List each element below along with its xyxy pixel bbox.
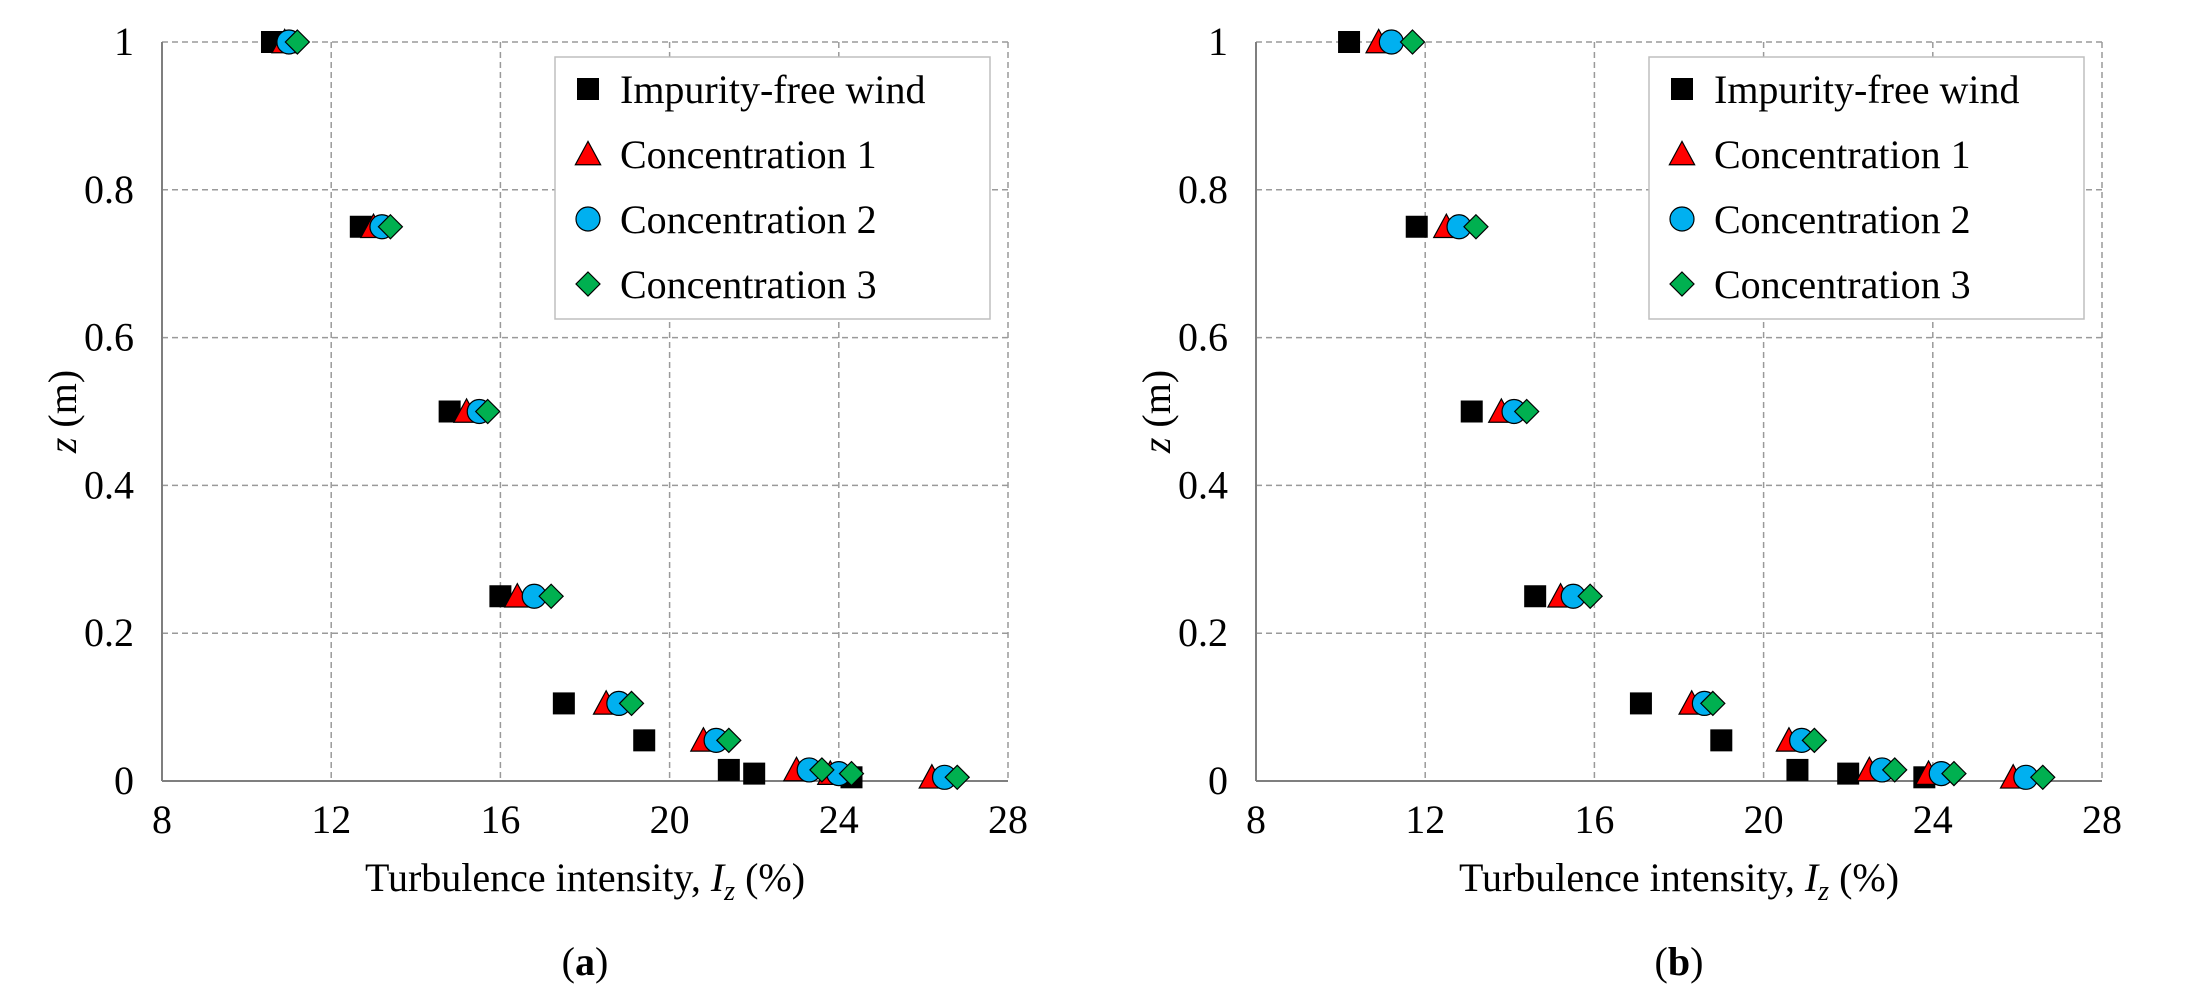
legend-marker — [1671, 78, 1693, 100]
data-point — [1710, 729, 1733, 752]
y-tick-label: 1 — [1208, 19, 1228, 64]
y-tick-label: 1 — [114, 19, 134, 64]
data-point — [1405, 215, 1428, 238]
x-tick-label: 16 — [480, 797, 520, 842]
legend-marker — [575, 271, 601, 297]
data-point — [838, 760, 865, 787]
y-tick-label: 0 — [1208, 758, 1228, 803]
legend-label: Impurity-free wind — [1714, 67, 2019, 112]
data-point — [284, 29, 311, 55]
y-tick-label: 0.6 — [84, 315, 134, 360]
legend-box — [1648, 56, 2085, 320]
legend-label: Concentration 3 — [620, 262, 877, 307]
legend-marker — [575, 206, 601, 232]
series-concentration-3 — [1399, 29, 2056, 791]
legend-marker — [1669, 206, 1695, 232]
x-tick-label: 12 — [311, 797, 351, 842]
data-point — [538, 583, 565, 610]
panel-label: (b) — [1655, 939, 1704, 984]
data-point — [1837, 762, 1860, 785]
data-point — [1881, 757, 1908, 783]
y-tick-label: 0.8 — [84, 167, 134, 212]
y-axis-title: z (m) — [1134, 370, 1179, 454]
data-point — [1399, 29, 1426, 55]
legend-marker — [577, 78, 599, 100]
x-tick-label: 8 — [1246, 797, 1266, 842]
data-point — [1699, 690, 1726, 717]
x-tick-label: 24 — [819, 797, 859, 842]
data-point — [552, 692, 575, 715]
legend: Impurity-free wind Concentration 1 Concent… — [554, 56, 991, 320]
data-point — [1460, 400, 1483, 423]
data-point — [1513, 398, 1540, 425]
legend-label: Concentration 2 — [1714, 197, 1971, 242]
legend-marker — [574, 140, 602, 166]
series-concentration-3 — [284, 29, 971, 791]
data-point — [1463, 213, 1489, 240]
data-point — [1941, 760, 1967, 787]
data-point — [1524, 585, 1547, 608]
data-point — [944, 764, 971, 791]
legend-box — [554, 56, 991, 320]
data-point — [377, 213, 404, 240]
y-tick-label: 0.2 — [1178, 610, 1228, 655]
data-point — [1577, 583, 1604, 610]
legend-label: Concentration 2 — [620, 197, 877, 242]
x-axis-title: Turbulence intensity, Iz (%) — [1459, 855, 1899, 907]
data-point — [743, 762, 766, 785]
x-tick-label: 8 — [152, 797, 172, 842]
y-axis-title: z (m) — [40, 370, 85, 454]
data-point — [618, 690, 645, 717]
data-point — [489, 585, 512, 608]
x-tick-label: 12 — [1405, 797, 1445, 842]
x-tick-label: 28 — [988, 797, 1028, 842]
data-point — [2029, 764, 2056, 791]
data-point — [474, 398, 501, 425]
chart-panel-a: 8 12 16 20 24 28 0 0.2 0.4 0.6 0.8 1 Turbulence inte… — [40, 19, 1028, 984]
y-tick-label: 0.4 — [84, 462, 134, 507]
legend-marker — [1668, 140, 1696, 166]
data-point — [1629, 692, 1652, 715]
data-point — [717, 758, 740, 781]
data-point — [809, 757, 835, 783]
data-point — [1338, 31, 1361, 53]
y-tick-label: 0.8 — [1178, 167, 1228, 212]
y-tick-label: 0.4 — [1178, 462, 1228, 507]
y-tick-label: 0.2 — [84, 610, 134, 655]
legend-label: Concentration 3 — [1714, 262, 1971, 307]
legend: Impurity-free wind Concentration 1 Concent… — [1648, 56, 2085, 320]
panel-label: (a) — [562, 939, 609, 984]
legend-marker — [1669, 271, 1695, 297]
x-tick-label: 16 — [1574, 797, 1614, 842]
x-tick-label: 28 — [2082, 797, 2122, 842]
data-point — [633, 729, 656, 752]
legend-label: Concentration 1 — [620, 132, 877, 177]
data-point — [438, 400, 461, 423]
data-point — [1801, 727, 1828, 754]
legend-label: Impurity-free wind — [620, 67, 925, 112]
y-tick-label: 0.6 — [1178, 315, 1228, 360]
chart-panel-b: 8 12 16 20 24 28 0 0.2 0.4 0.6 0.8 1 Turbulence inte… — [1134, 19, 2122, 984]
series-impurity-free-wind — [1338, 31, 1936, 789]
data-point — [715, 727, 742, 754]
x-tick-label: 20 — [1744, 797, 1784, 842]
legend-label: Concentration 1 — [1714, 132, 1971, 177]
x-tick-label: 20 — [650, 797, 690, 842]
x-axis-title: Turbulence intensity, Iz (%) — [365, 855, 805, 907]
y-tick-label: 0 — [114, 758, 134, 803]
data-point — [1786, 758, 1809, 781]
x-tick-label: 24 — [1913, 797, 1953, 842]
